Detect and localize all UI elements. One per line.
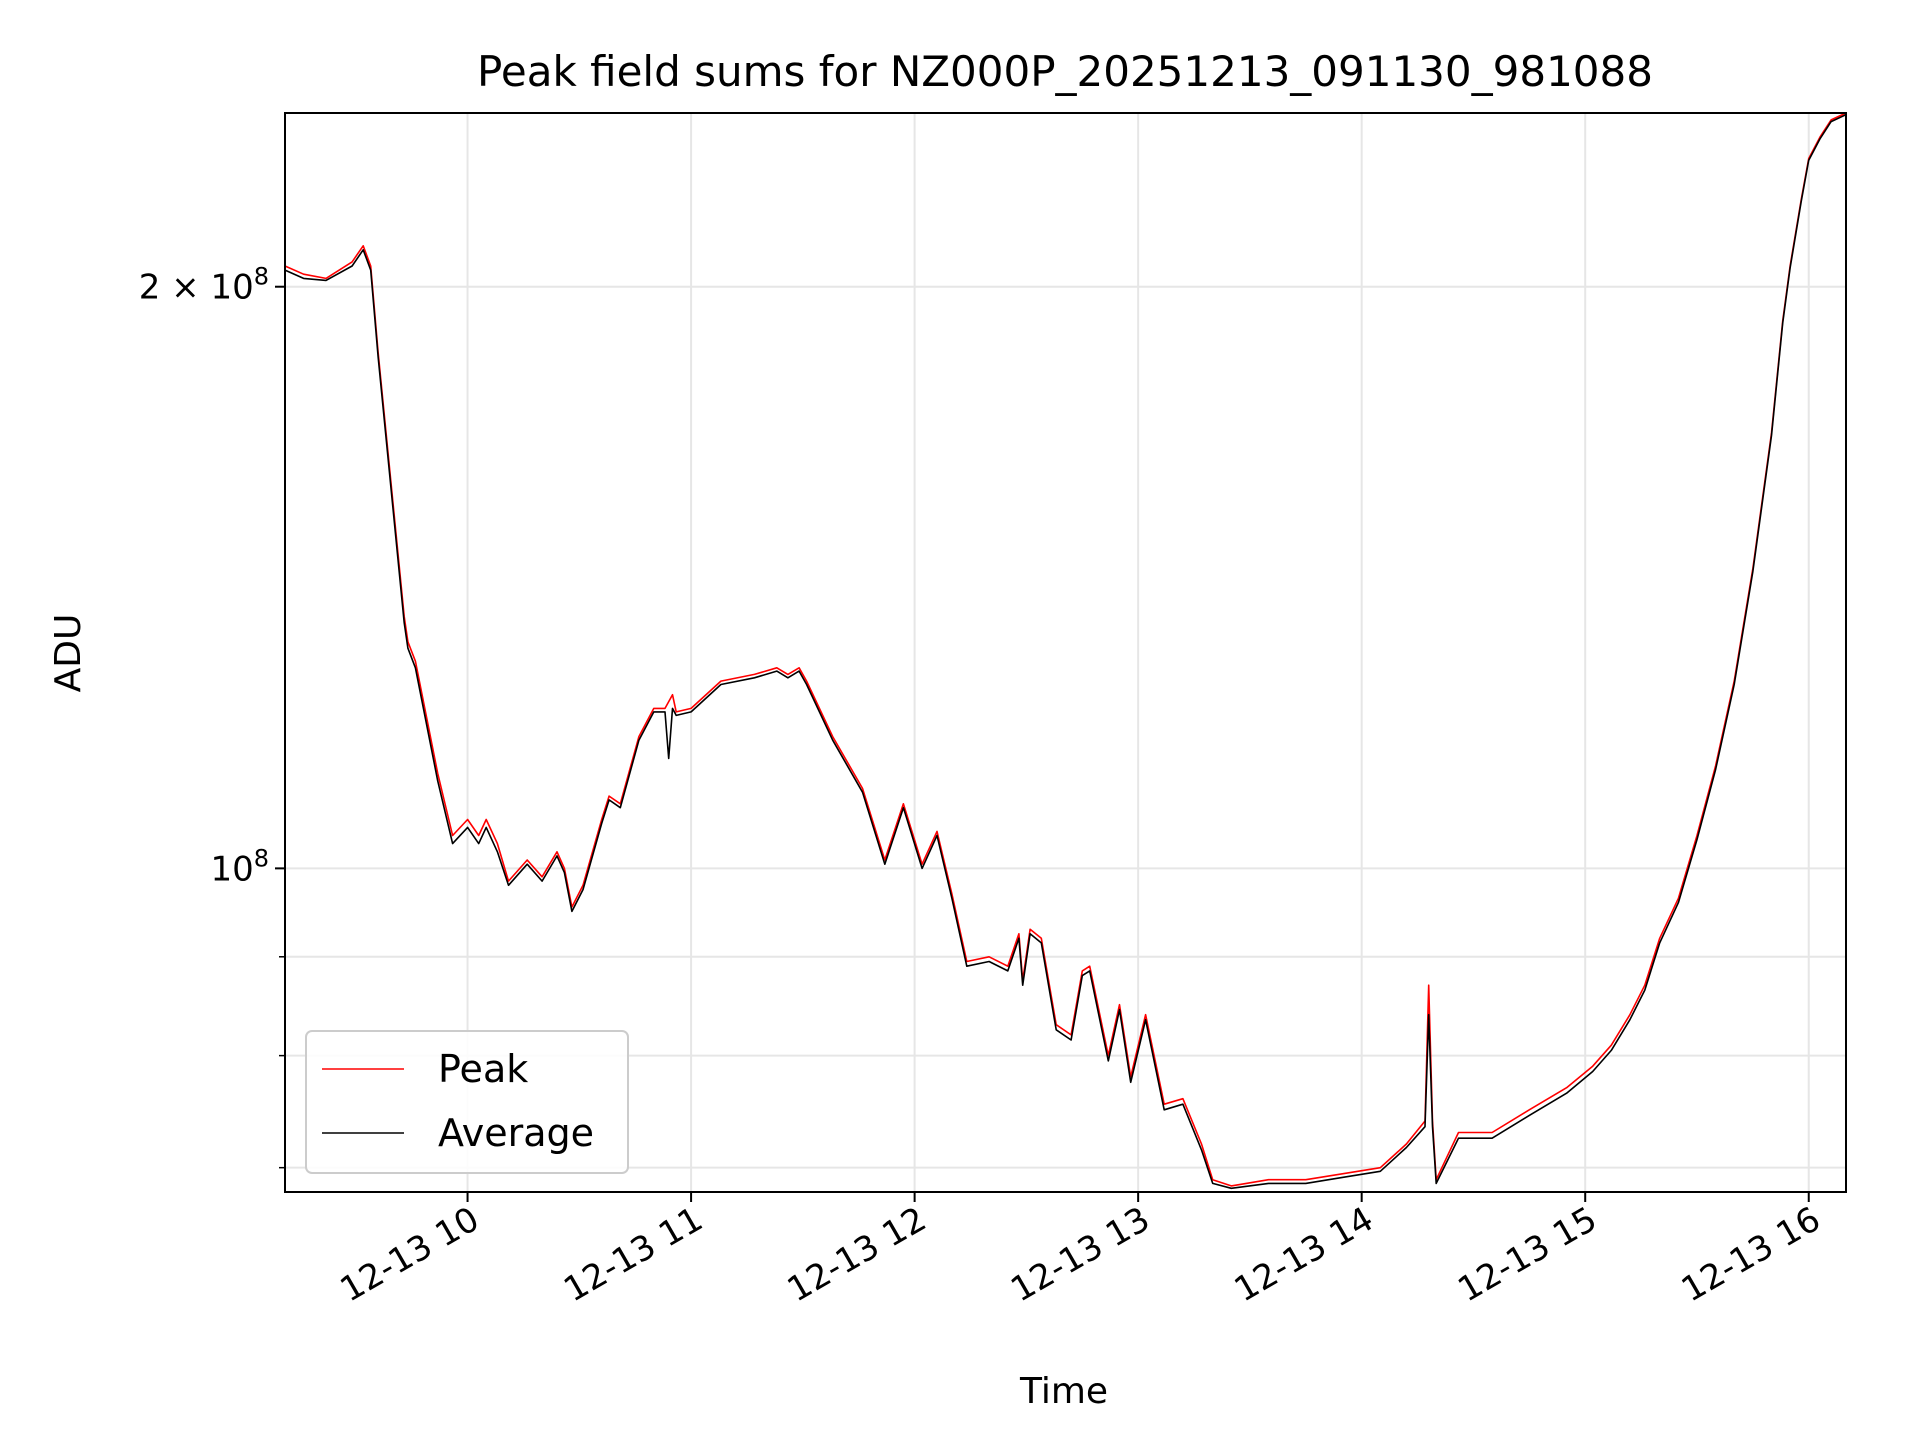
legend-box [305, 1030, 629, 1174]
y-tick-label: 2 × 108 [139, 263, 269, 308]
y-tick-label-base: 2 × 10 [139, 268, 254, 308]
y-tick-label-base: 10 [210, 849, 253, 889]
chart-title: Peak field sums for NZ000P_20251213_0911… [477, 47, 1653, 96]
plot-frame [284, 112, 1847, 1193]
y-tick-label: 108 [210, 844, 269, 889]
y-tick-label-exponent: 8 [254, 263, 269, 291]
legend: Peak Average [305, 1030, 629, 1174]
x-axis-label: Time [1019, 1371, 1108, 1412]
legend-label-peak: Peak [438, 1047, 528, 1091]
y-tick-label-exponent: 8 [254, 844, 269, 872]
y-axis-label: ADU [48, 614, 89, 693]
plot-lines [284, 112, 1847, 1190]
series-line-peak [284, 112, 1847, 1187]
legend-label-average: Average [438, 1111, 594, 1155]
series-line-average [284, 113, 1847, 1190]
